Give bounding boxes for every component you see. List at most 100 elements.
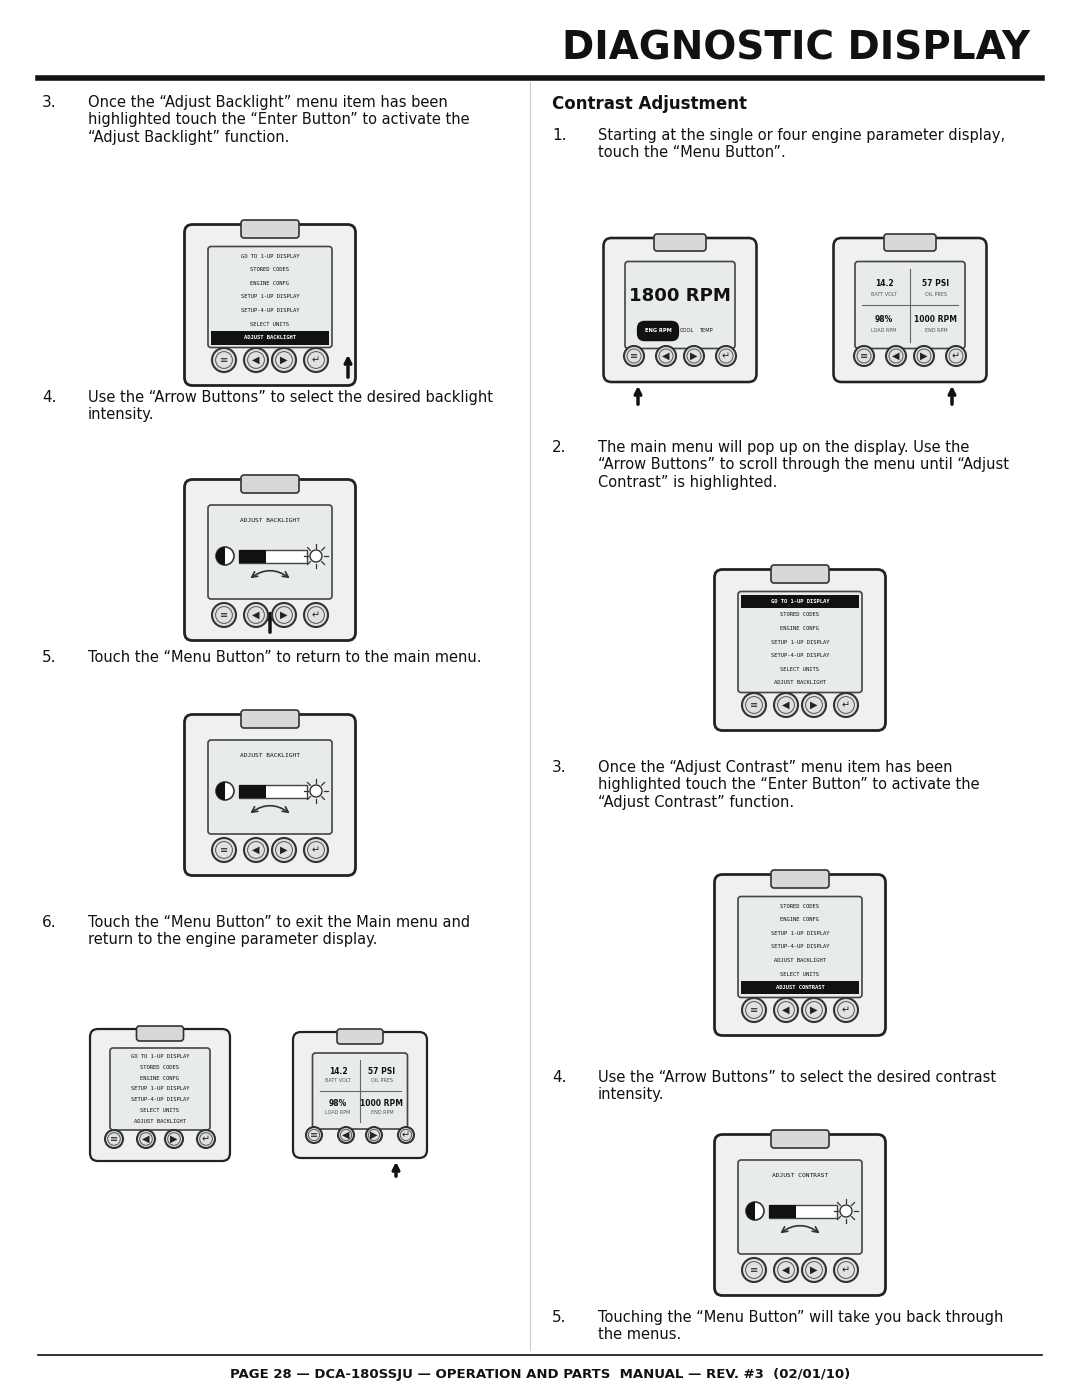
Text: TEMP: TEMP — [699, 328, 713, 334]
Text: ↵: ↵ — [202, 1134, 211, 1144]
Text: ◀: ◀ — [253, 610, 260, 620]
Circle shape — [774, 1259, 798, 1282]
Text: ◀: ◀ — [782, 1004, 789, 1016]
Text: The main menu will pop up on the display. Use the
“Arrow Buttons” to scroll thro: The main menu will pop up on the display… — [598, 440, 1009, 490]
Bar — [769, 1204, 837, 1218]
Circle shape — [854, 346, 874, 366]
Text: ▶: ▶ — [370, 1130, 378, 1140]
Text: GO TO 1-UP DISPLAY: GO TO 1-UP DISPLAY — [241, 254, 299, 258]
Text: 5.: 5. — [42, 650, 56, 665]
FancyBboxPatch shape — [604, 237, 756, 381]
Text: BATT VOLT: BATT VOLT — [872, 292, 896, 296]
Bar — [741, 981, 859, 995]
Circle shape — [272, 838, 296, 862]
Circle shape — [310, 785, 322, 798]
Text: 57 PSI: 57 PSI — [922, 278, 949, 288]
Text: STORED CODES: STORED CODES — [781, 612, 820, 617]
Text: Touch the “Menu Button” to return to the main menu.: Touch the “Menu Button” to return to the… — [87, 650, 482, 665]
Text: ENGINE CONFG: ENGINE CONFG — [140, 1076, 179, 1081]
Text: ◀: ◀ — [253, 845, 260, 855]
Circle shape — [399, 1127, 414, 1143]
Circle shape — [303, 348, 328, 372]
Text: SETUP-4-UP DISPLAY: SETUP-4-UP DISPLAY — [131, 1098, 189, 1102]
FancyBboxPatch shape — [738, 591, 862, 693]
Text: 1.: 1. — [552, 129, 567, 142]
Circle shape — [840, 1206, 852, 1217]
Text: ◀: ◀ — [782, 700, 789, 710]
Text: Touch the “Menu Button” to exit the Main menu and
return to the engine parameter: Touch the “Menu Button” to exit the Main… — [87, 915, 470, 947]
Text: ≡: ≡ — [310, 1130, 319, 1140]
Text: ≡: ≡ — [630, 351, 638, 360]
Text: 57 PSI: 57 PSI — [368, 1066, 395, 1076]
Text: ≡: ≡ — [110, 1134, 118, 1144]
Circle shape — [105, 1130, 123, 1148]
Circle shape — [802, 997, 826, 1023]
FancyBboxPatch shape — [771, 564, 829, 583]
FancyBboxPatch shape — [654, 235, 706, 251]
Circle shape — [834, 1259, 858, 1282]
FancyBboxPatch shape — [715, 875, 886, 1035]
Text: 1000 RPM: 1000 RPM — [361, 1098, 404, 1108]
FancyBboxPatch shape — [185, 714, 355, 876]
Text: 1000 RPM: 1000 RPM — [915, 314, 958, 324]
Text: ↵: ↵ — [312, 845, 320, 855]
Text: ↵: ↵ — [312, 355, 320, 365]
Circle shape — [684, 346, 704, 366]
Circle shape — [774, 693, 798, 717]
FancyBboxPatch shape — [241, 475, 299, 493]
Text: SETUP-4-UP DISPLAY: SETUP-4-UP DISPLAY — [771, 652, 829, 658]
Circle shape — [742, 1259, 766, 1282]
Text: ▶: ▶ — [810, 1004, 818, 1016]
FancyBboxPatch shape — [110, 1048, 210, 1130]
Circle shape — [306, 1127, 322, 1143]
FancyBboxPatch shape — [771, 870, 829, 888]
Text: 3.: 3. — [552, 760, 567, 775]
Text: SETUP-4-UP DISPLAY: SETUP-4-UP DISPLAY — [241, 309, 299, 313]
FancyBboxPatch shape — [625, 261, 735, 348]
Circle shape — [216, 548, 234, 564]
Text: BATT VOLT: BATT VOLT — [325, 1078, 351, 1084]
FancyBboxPatch shape — [738, 1160, 862, 1255]
Text: 98%: 98% — [875, 314, 893, 324]
Text: SELECT UNITS: SELECT UNITS — [781, 972, 820, 977]
Text: ADJUST BACKLIGHT: ADJUST BACKLIGHT — [240, 753, 300, 759]
Text: ◀: ◀ — [892, 351, 900, 360]
Text: STORED CODES: STORED CODES — [140, 1065, 179, 1070]
Text: ≡: ≡ — [220, 610, 228, 620]
Circle shape — [244, 838, 268, 862]
Circle shape — [834, 693, 858, 717]
Text: ADJUST BACKLIGHT: ADJUST BACKLIGHT — [134, 1119, 186, 1125]
Text: SELECT UNITS: SELECT UNITS — [251, 321, 289, 327]
Text: SETUP-4-UP DISPLAY: SETUP-4-UP DISPLAY — [771, 944, 829, 950]
Text: 4.: 4. — [552, 1070, 567, 1085]
Text: ◀: ◀ — [253, 355, 260, 365]
Text: 4.: 4. — [42, 390, 56, 405]
Text: 3.: 3. — [42, 95, 56, 110]
Circle shape — [338, 1127, 354, 1143]
Circle shape — [212, 348, 237, 372]
Circle shape — [303, 604, 328, 627]
Wedge shape — [216, 782, 225, 800]
Circle shape — [303, 838, 328, 862]
Circle shape — [244, 348, 268, 372]
Text: ADJUST BACKLIGHT: ADJUST BACKLIGHT — [774, 958, 826, 963]
Text: OIL PRES: OIL PRES — [372, 1078, 393, 1084]
Circle shape — [366, 1127, 382, 1143]
Text: ENGINE CONFG: ENGINE CONFG — [781, 626, 820, 631]
Text: ENGINE CONFG: ENGINE CONFG — [251, 281, 289, 286]
Circle shape — [310, 550, 322, 562]
Text: END RPM: END RPM — [370, 1111, 393, 1115]
Circle shape — [834, 997, 858, 1023]
Circle shape — [774, 997, 798, 1023]
Bar — [239, 549, 307, 563]
Circle shape — [624, 346, 644, 366]
Circle shape — [946, 346, 966, 366]
Text: ADJUST BACKLIGHT: ADJUST BACKLIGHT — [240, 518, 300, 522]
Circle shape — [802, 1259, 826, 1282]
Wedge shape — [216, 548, 225, 564]
FancyBboxPatch shape — [185, 479, 355, 640]
FancyBboxPatch shape — [738, 897, 862, 997]
Text: Once the “Adjust Contrast” menu item has been
highlighted touch the “Enter Butto: Once the “Adjust Contrast” menu item has… — [598, 760, 980, 810]
Text: SELECT UNITS: SELECT UNITS — [781, 666, 820, 672]
FancyBboxPatch shape — [185, 225, 355, 386]
